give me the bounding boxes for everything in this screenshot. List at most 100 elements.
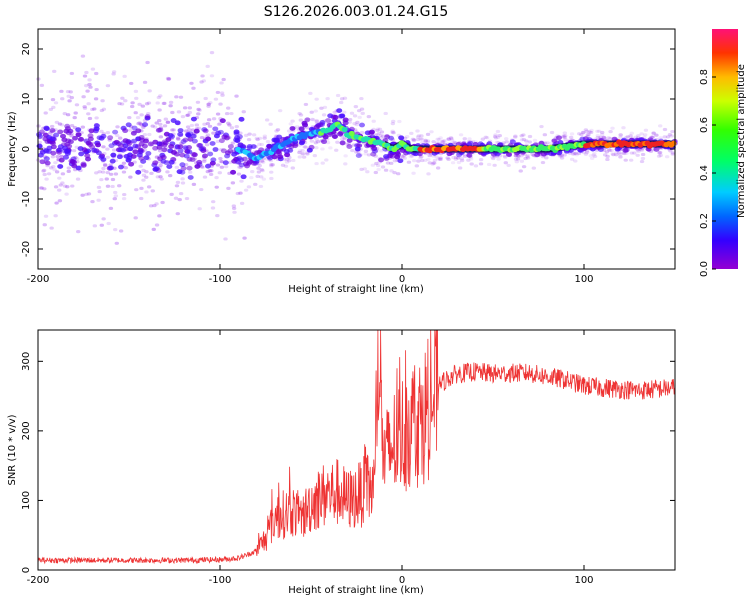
spectrogram-point [72,135,79,141]
spectrogram-point [239,179,244,183]
spectrogram-point [75,132,82,138]
spectrogram-point [658,150,663,155]
spectrogram-x-label: Height of straight line (km) [288,284,424,295]
spectrogram-point [191,138,198,144]
spectrogram-point [50,155,56,159]
spectrogram-point [158,163,163,167]
spectrogram-point [205,163,212,169]
spectrogram-point [440,139,445,143]
spectrogram-point [504,140,509,144]
spectrogram-point [600,130,605,135]
spectrogram-point [90,199,95,204]
spectrogram-point [133,216,138,220]
spectrogram-point [43,111,48,115]
spectrogram-point [65,185,70,189]
spectrogram-point [458,133,464,137]
spectrogram-point [208,172,214,177]
spectrogram-point [398,135,405,141]
spectrogram-point [132,149,139,155]
spectrogram-point [610,126,615,130]
spectrogram-point [144,190,149,194]
spectrogram-point [643,128,649,132]
spectrogram-point [596,129,602,133]
spectrogram-point [328,146,333,150]
spectrogram-point [256,166,261,170]
spectrogram-point [191,86,196,90]
spectrogram-point [592,151,597,156]
spectrogram-point [185,125,191,129]
spectrogram-point [239,201,245,206]
spectrogram-y-tick-label: 20 [21,43,32,56]
spectrogram-point [606,148,612,152]
spectrogram-point [483,135,488,139]
spectrogram-point [177,198,182,202]
spectrogram-point [306,147,313,153]
spectrogram-point [50,98,56,102]
spectrogram-point [64,123,71,129]
spectrogram-point [431,161,436,165]
spectrogram-point [588,154,593,158]
spectrogram-point [654,133,659,137]
dominant-track-point [670,140,677,146]
spectrogram-point [219,118,226,124]
spectrogram-point [65,138,72,144]
spectrogram-point [128,175,133,179]
spectrogram-point [614,153,619,157]
spectrogram-point [670,151,676,155]
spectrogram-point [516,154,521,158]
snr-x-tick-label: 100 [574,575,593,586]
spectrogram-point [205,136,212,142]
spectrogram-point [562,153,567,157]
spectrogram-point [122,192,127,197]
spectrogram-point [94,116,99,120]
spectrogram-point [405,135,410,139]
spectrogram-point [259,168,264,172]
spectrogram-point [217,129,224,135]
spectrogram-point [320,147,325,151]
spectrogram-point [48,166,54,170]
spectrogram-point [140,104,146,108]
spectrogram-point [69,71,75,76]
spectrogram-point [423,158,428,162]
spectrogram-point [285,157,290,162]
spectrogram-point [54,201,59,205]
spectrogram-point [251,133,257,137]
spectrogram-point [108,172,114,176]
spectrogram-point [449,138,455,142]
spectrogram-point [38,186,44,190]
spectrogram-point [133,89,139,93]
spectrogram-point [497,134,502,138]
spectrogram-point [304,117,311,123]
spectrogram-point [134,96,139,100]
spectrogram-point [618,155,623,159]
spectrogram-point [132,143,139,149]
spectrogram-point [180,166,187,171]
spectrogram-point [246,185,252,189]
spectrogram-point [670,152,675,156]
spectrogram-point [165,120,171,124]
spectrogram-point [97,170,102,174]
spectrogram-point [419,137,425,141]
spectrogram-point [229,111,234,116]
spectrogram-point [321,113,327,117]
spectrogram-point [664,155,670,159]
spectrogram-point [62,184,68,188]
spectrogram-y-tick-label: 0 [21,146,32,152]
spectrogram-point [43,214,49,218]
spectrogram-point [137,149,144,155]
spectrogram-point [184,196,190,201]
spectrogram-point [586,132,591,137]
colorbar-tick-label: 0.2 [699,213,710,229]
spectrogram-point [223,165,229,169]
spectrogram-point [119,102,125,106]
spectrogram-point [80,193,85,197]
spectrogram-point [618,133,623,137]
spectrogram-point [175,180,181,184]
spectrogram-point [402,156,407,160]
spectrogram-point [220,93,225,97]
spectrogram-point [157,118,162,123]
spectrogram-point [339,140,346,146]
spectrogram-point [109,158,116,164]
spectrogram-point [495,129,501,134]
